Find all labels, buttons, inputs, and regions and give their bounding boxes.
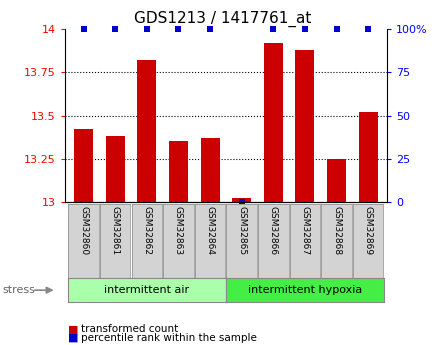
- Text: GSM32863: GSM32863: [174, 206, 183, 255]
- Text: GSM32867: GSM32867: [300, 206, 309, 255]
- Text: intermittent air: intermittent air: [104, 285, 189, 295]
- Text: GSM32866: GSM32866: [269, 206, 278, 255]
- Bar: [359, 112, 378, 202]
- Text: GSM32865: GSM32865: [237, 206, 246, 255]
- Text: percentile rank within the sample: percentile rank within the sample: [81, 333, 257, 343]
- Bar: [232, 198, 251, 202]
- Text: GSM32869: GSM32869: [364, 206, 372, 255]
- Text: transformed count: transformed count: [81, 325, 178, 334]
- Bar: [74, 129, 93, 202]
- Text: ■: ■: [68, 325, 78, 334]
- Text: ■: ■: [68, 333, 78, 343]
- Text: GSM32862: GSM32862: [142, 206, 151, 255]
- Bar: [327, 159, 346, 202]
- Bar: [105, 136, 125, 202]
- Bar: [137, 60, 156, 202]
- Bar: [201, 138, 219, 202]
- Text: intermittent hypoxia: intermittent hypoxia: [248, 285, 362, 295]
- Text: GSM32861: GSM32861: [111, 206, 120, 255]
- Text: GSM32860: GSM32860: [79, 206, 88, 255]
- Text: GSM32868: GSM32868: [332, 206, 341, 255]
- Bar: [169, 141, 188, 202]
- Text: GSM32864: GSM32864: [206, 206, 214, 255]
- Text: GDS1213 / 1417761_at: GDS1213 / 1417761_at: [134, 10, 311, 27]
- Bar: [295, 50, 315, 202]
- Text: stress: stress: [2, 285, 35, 295]
- Bar: [264, 43, 283, 202]
